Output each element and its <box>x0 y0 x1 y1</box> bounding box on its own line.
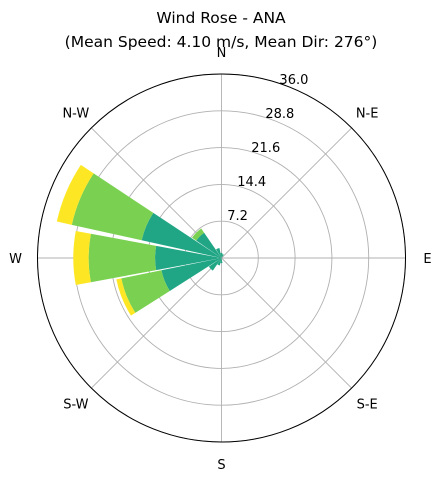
bar-248-bin-2 <box>121 270 170 313</box>
direction-labels: N N-E E S-E S S-W W N-W <box>9 46 432 473</box>
bar-248-bin-3 <box>116 278 136 316</box>
bar-315-bin-1 <box>196 232 222 258</box>
chart-title-line1: Wind Rose - ANA <box>156 9 286 27</box>
direction-label: N-E <box>356 106 379 121</box>
bar-293-bin-1 <box>141 212 222 258</box>
radial-tick-label: 36.0 <box>279 73 308 88</box>
bar-180-bin-1 <box>220 258 223 264</box>
grid-spoke-135 <box>221 257 352 389</box>
bar-315-bin-2 <box>192 228 205 241</box>
bar-0-bin-1 <box>220 252 223 258</box>
bar-270-bin-1 <box>155 245 222 271</box>
bar-338-bin-1 <box>216 247 222 258</box>
bar-248-bin-1 <box>161 258 222 291</box>
radial-tick-label: 21.6 <box>251 141 280 156</box>
radial-tick-label: 28.8 <box>265 107 294 122</box>
radial-tick-label: 14.4 <box>237 175 266 190</box>
direction-label: N-W <box>62 106 89 121</box>
chart-title-line2: (Mean Speed: 4.10 m/s, Mean Dir: 276°) <box>65 33 378 51</box>
direction-label: E <box>423 252 431 267</box>
bar-293-bin-3 <box>56 164 94 225</box>
bar-293-bin-2 <box>71 173 154 241</box>
direction-label: W <box>9 252 22 267</box>
grid-spoke-225 <box>91 257 222 389</box>
grid-spoke-45 <box>221 127 352 259</box>
bar-23-bin-1 <box>221 254 224 258</box>
radial-tick-labels: 7.2 14.4 21.6 28.8 36.0 <box>227 73 308 224</box>
direction-label: S <box>217 458 225 473</box>
bar-225-bin-1 <box>208 258 222 271</box>
bar-270-bin-3 <box>73 230 91 286</box>
radial-tick-label: 7.2 <box>227 209 248 224</box>
direction-label: N <box>217 46 227 61</box>
direction-label: S-W <box>63 398 88 413</box>
direction-label: S-E <box>357 398 378 413</box>
wind-bars <box>56 164 224 316</box>
bar-203-bin-1 <box>217 258 222 266</box>
polar-frame <box>37 73 406 443</box>
bar-270-bin-2 <box>88 233 157 283</box>
